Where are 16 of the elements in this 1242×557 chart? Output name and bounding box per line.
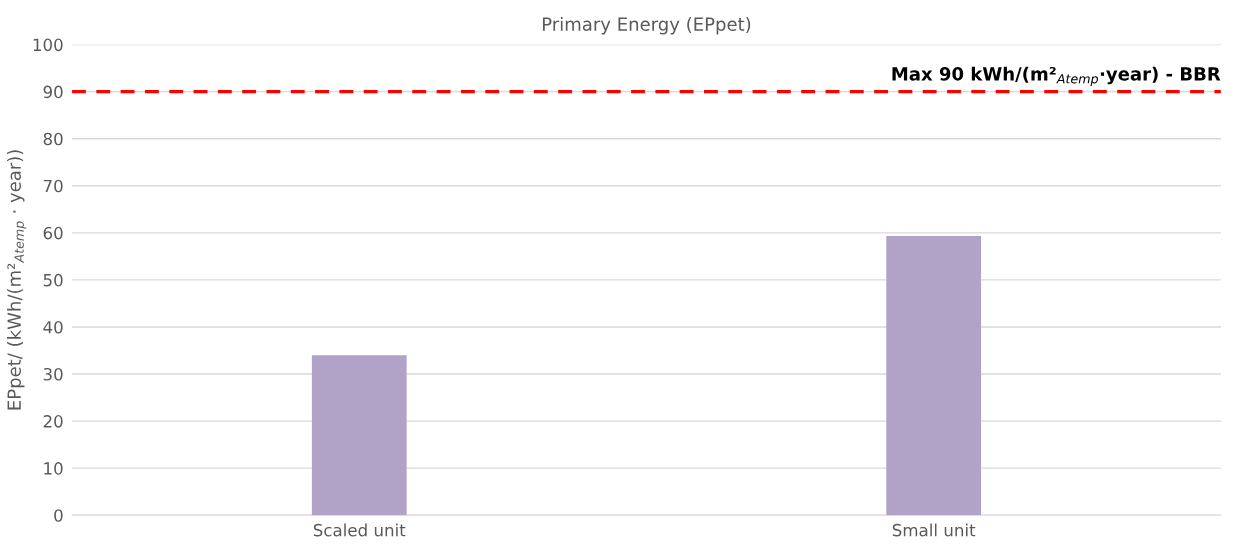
y-tick-label: 60	[43, 226, 63, 240]
y-tick-label: 50	[43, 273, 63, 287]
y-tick-label: 10	[44, 462, 63, 475]
y-tick-label: 100	[33, 38, 63, 52]
x-tick-label: Small unit	[892, 523, 976, 537]
y-tick-label: 40	[43, 320, 63, 334]
ref-line-label: Max 90 kWh/(m²$_{Atemp}$·year) - BBR	[892, 66, 1221, 86]
y-tick-label: 70	[43, 179, 63, 193]
y-axis-title: EPpet/ (kWh/(m²$_{Atemp}$ · year))	[7, 150, 27, 410]
y-tick-label: 0	[54, 509, 63, 522]
y-tick-label: 90	[43, 85, 63, 99]
y-tick-label: 20	[43, 415, 63, 428]
x-tick-label: Scaled unit	[313, 523, 406, 537]
chart-title: Primary Energy (EPpet)	[542, 16, 751, 35]
y-tick-label: 80	[43, 132, 63, 146]
y-tick-label: 30	[43, 367, 63, 381]
